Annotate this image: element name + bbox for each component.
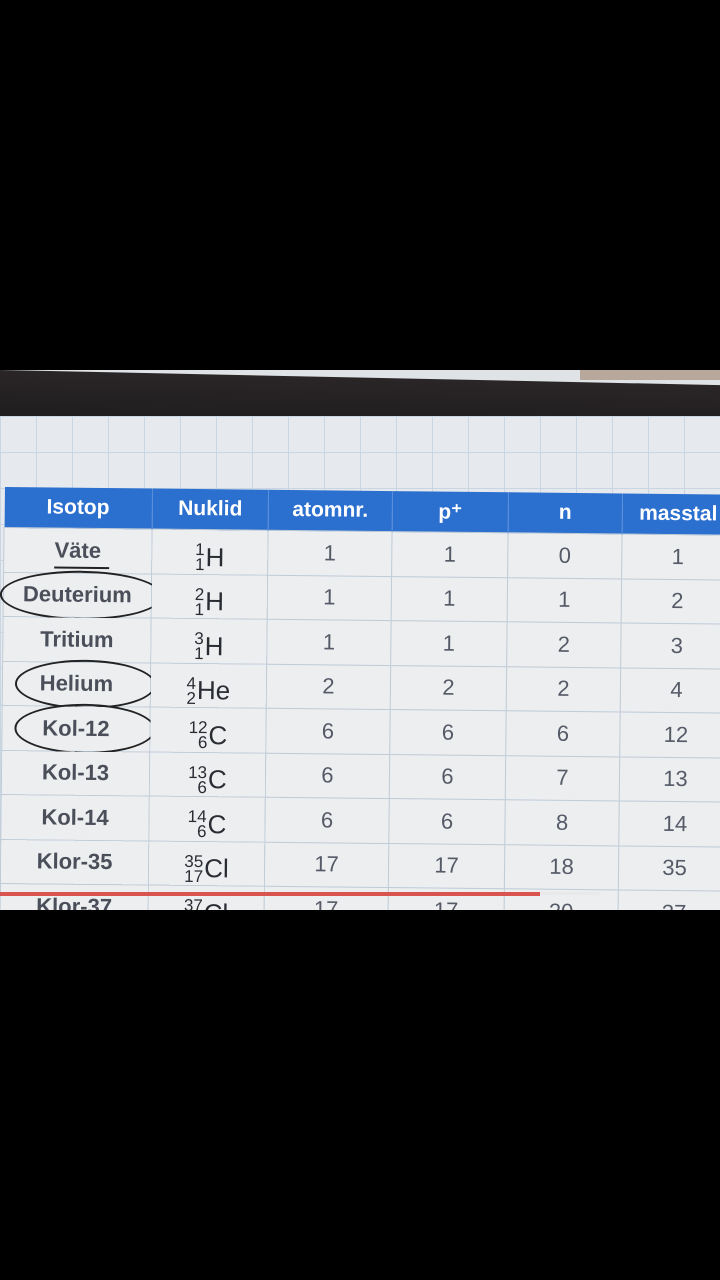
cell-masstal: 13 [619, 756, 720, 803]
cell-isotop: Deuterium [0, 569, 164, 621]
cell-isotop: Väte [3, 527, 153, 574]
cell-neutrons: 8 [504, 799, 620, 846]
atomic-number: 1 [194, 644, 204, 664]
element-symbol: C [207, 764, 227, 795]
cell-isotop: Kol-12 [1, 703, 156, 755]
cell-atomnr: 2 [266, 663, 391, 710]
isotope-name: Tritium [40, 626, 114, 652]
atomic-number: 2 [186, 688, 197, 708]
header-atomnr: atomnr. [268, 489, 393, 532]
atomic-number: 6 [196, 822, 207, 842]
cell-neutrons: 7 [505, 755, 620, 801]
hand-drawn-circle [14, 658, 157, 710]
cell-protons: 6 [389, 709, 507, 756]
cell-protons: 2 [390, 665, 507, 711]
cell-isotop: Tritium [2, 616, 152, 663]
cell-masstal: 1 [621, 533, 720, 580]
atomic-number: 6 [197, 777, 208, 797]
cell-atomnr: 1 [267, 574, 392, 621]
cell-atomnr: 1 [267, 530, 393, 577]
cell-neutrons: 18 [504, 844, 619, 890]
cell-masstal: 35 [618, 845, 720, 892]
isotope-table: Isotop Nuklid atomnr. p⁺ n masstal Väte … [0, 487, 720, 910]
cell-atomnr: 6 [264, 797, 390, 844]
cell-masstal: 14 [618, 800, 720, 847]
cell-isotop: Klor-37 [0, 883, 149, 910]
isotope-name: Klor-35 [36, 848, 113, 875]
element-symbol: H [204, 630, 224, 661]
element-symbol: H [205, 586, 225, 617]
table-row: Klor-35 35 17 Cl 17 17 18 35 [0, 838, 720, 892]
cell-protons: 17 [387, 887, 505, 910]
element-symbol: C [208, 719, 228, 750]
cell-protons: 6 [388, 798, 506, 845]
cell-masstal: 4 [620, 667, 720, 714]
table-row: Kol-13 13 6 C 6 6 7 13 [1, 749, 720, 803]
cell-protons: 17 [388, 843, 505, 889]
cell-masstal: 12 [619, 711, 720, 758]
progress-bar [0, 892, 540, 896]
element-symbol: H [205, 541, 225, 572]
cell-nuklid: 35 17 Cl [148, 840, 265, 887]
element-symbol: Cl [204, 898, 229, 910]
isotope-name: Kol-14 [41, 804, 109, 830]
atomic-number: 17 [184, 866, 204, 886]
table-row: Kol-14 14 6 C 6 6 8 14 [0, 794, 720, 847]
table-row: Kol-12 12 6 C 6 6 6 12 [1, 703, 720, 758]
atomic-number: 1 [194, 555, 205, 575]
atomic-number: 6 [197, 733, 208, 753]
element-symbol: Cl [204, 853, 229, 884]
cell-protons: 1 [391, 576, 508, 622]
screen-photo: Isotop Nuklid atomnr. p⁺ n masstal Väte … [0, 370, 720, 910]
hand-drawn-circle [0, 569, 164, 621]
element-symbol: He [196, 675, 231, 706]
cell-neutrons: 2 [506, 666, 621, 712]
cell-nuklid: 13 6 C [149, 751, 266, 798]
atomic-number: 1 [194, 599, 205, 619]
cell-isotop: Kol-13 [1, 749, 150, 797]
cell-neutrons: 0 [507, 532, 623, 579]
cell-isotop: Helium [2, 658, 157, 710]
header-isotop: Isotop [4, 487, 153, 530]
cell-atomnr: 17 [264, 841, 389, 888]
cell-protons: 6 [389, 754, 506, 800]
cell-neutrons: 2 [506, 621, 622, 668]
mass-number: 37 [183, 895, 203, 910]
cell-masstal: 3 [620, 622, 720, 669]
cell-atomnr: 6 [265, 708, 391, 755]
header-masstal: masstal [622, 493, 720, 536]
cell-masstal: 37 [617, 889, 720, 910]
hand-drawn-underline [54, 566, 110, 569]
cell-isotop: Kol-14 [0, 794, 150, 841]
cell-atomnr: 1 [266, 619, 392, 666]
header-nuklid: Nuklid [152, 488, 269, 531]
progress-track [540, 892, 600, 895]
cell-neutrons: 1 [507, 577, 622, 623]
cell-nuklid: 12 6 C [149, 707, 267, 753]
cell-isotop: Klor-35 [0, 838, 149, 886]
element-symbol: C [207, 808, 227, 839]
cell-masstal: 2 [621, 578, 720, 625]
hand-drawn-circle [14, 703, 156, 755]
isotope-name: Kol-13 [41, 759, 110, 786]
cell-neutrons: 6 [505, 710, 621, 757]
cell-nuklid: 14 6 C [148, 796, 266, 842]
isotope-name: Väte [54, 537, 102, 563]
cell-atomnr: 17 [263, 886, 389, 910]
cell-protons: 1 [391, 531, 509, 578]
header-neutrons: n [508, 492, 623, 534]
cell-atomnr: 6 [265, 752, 390, 799]
cell-protons: 1 [390, 620, 508, 667]
background-object [580, 370, 720, 380]
header-protons: p⁺ [392, 491, 509, 533]
